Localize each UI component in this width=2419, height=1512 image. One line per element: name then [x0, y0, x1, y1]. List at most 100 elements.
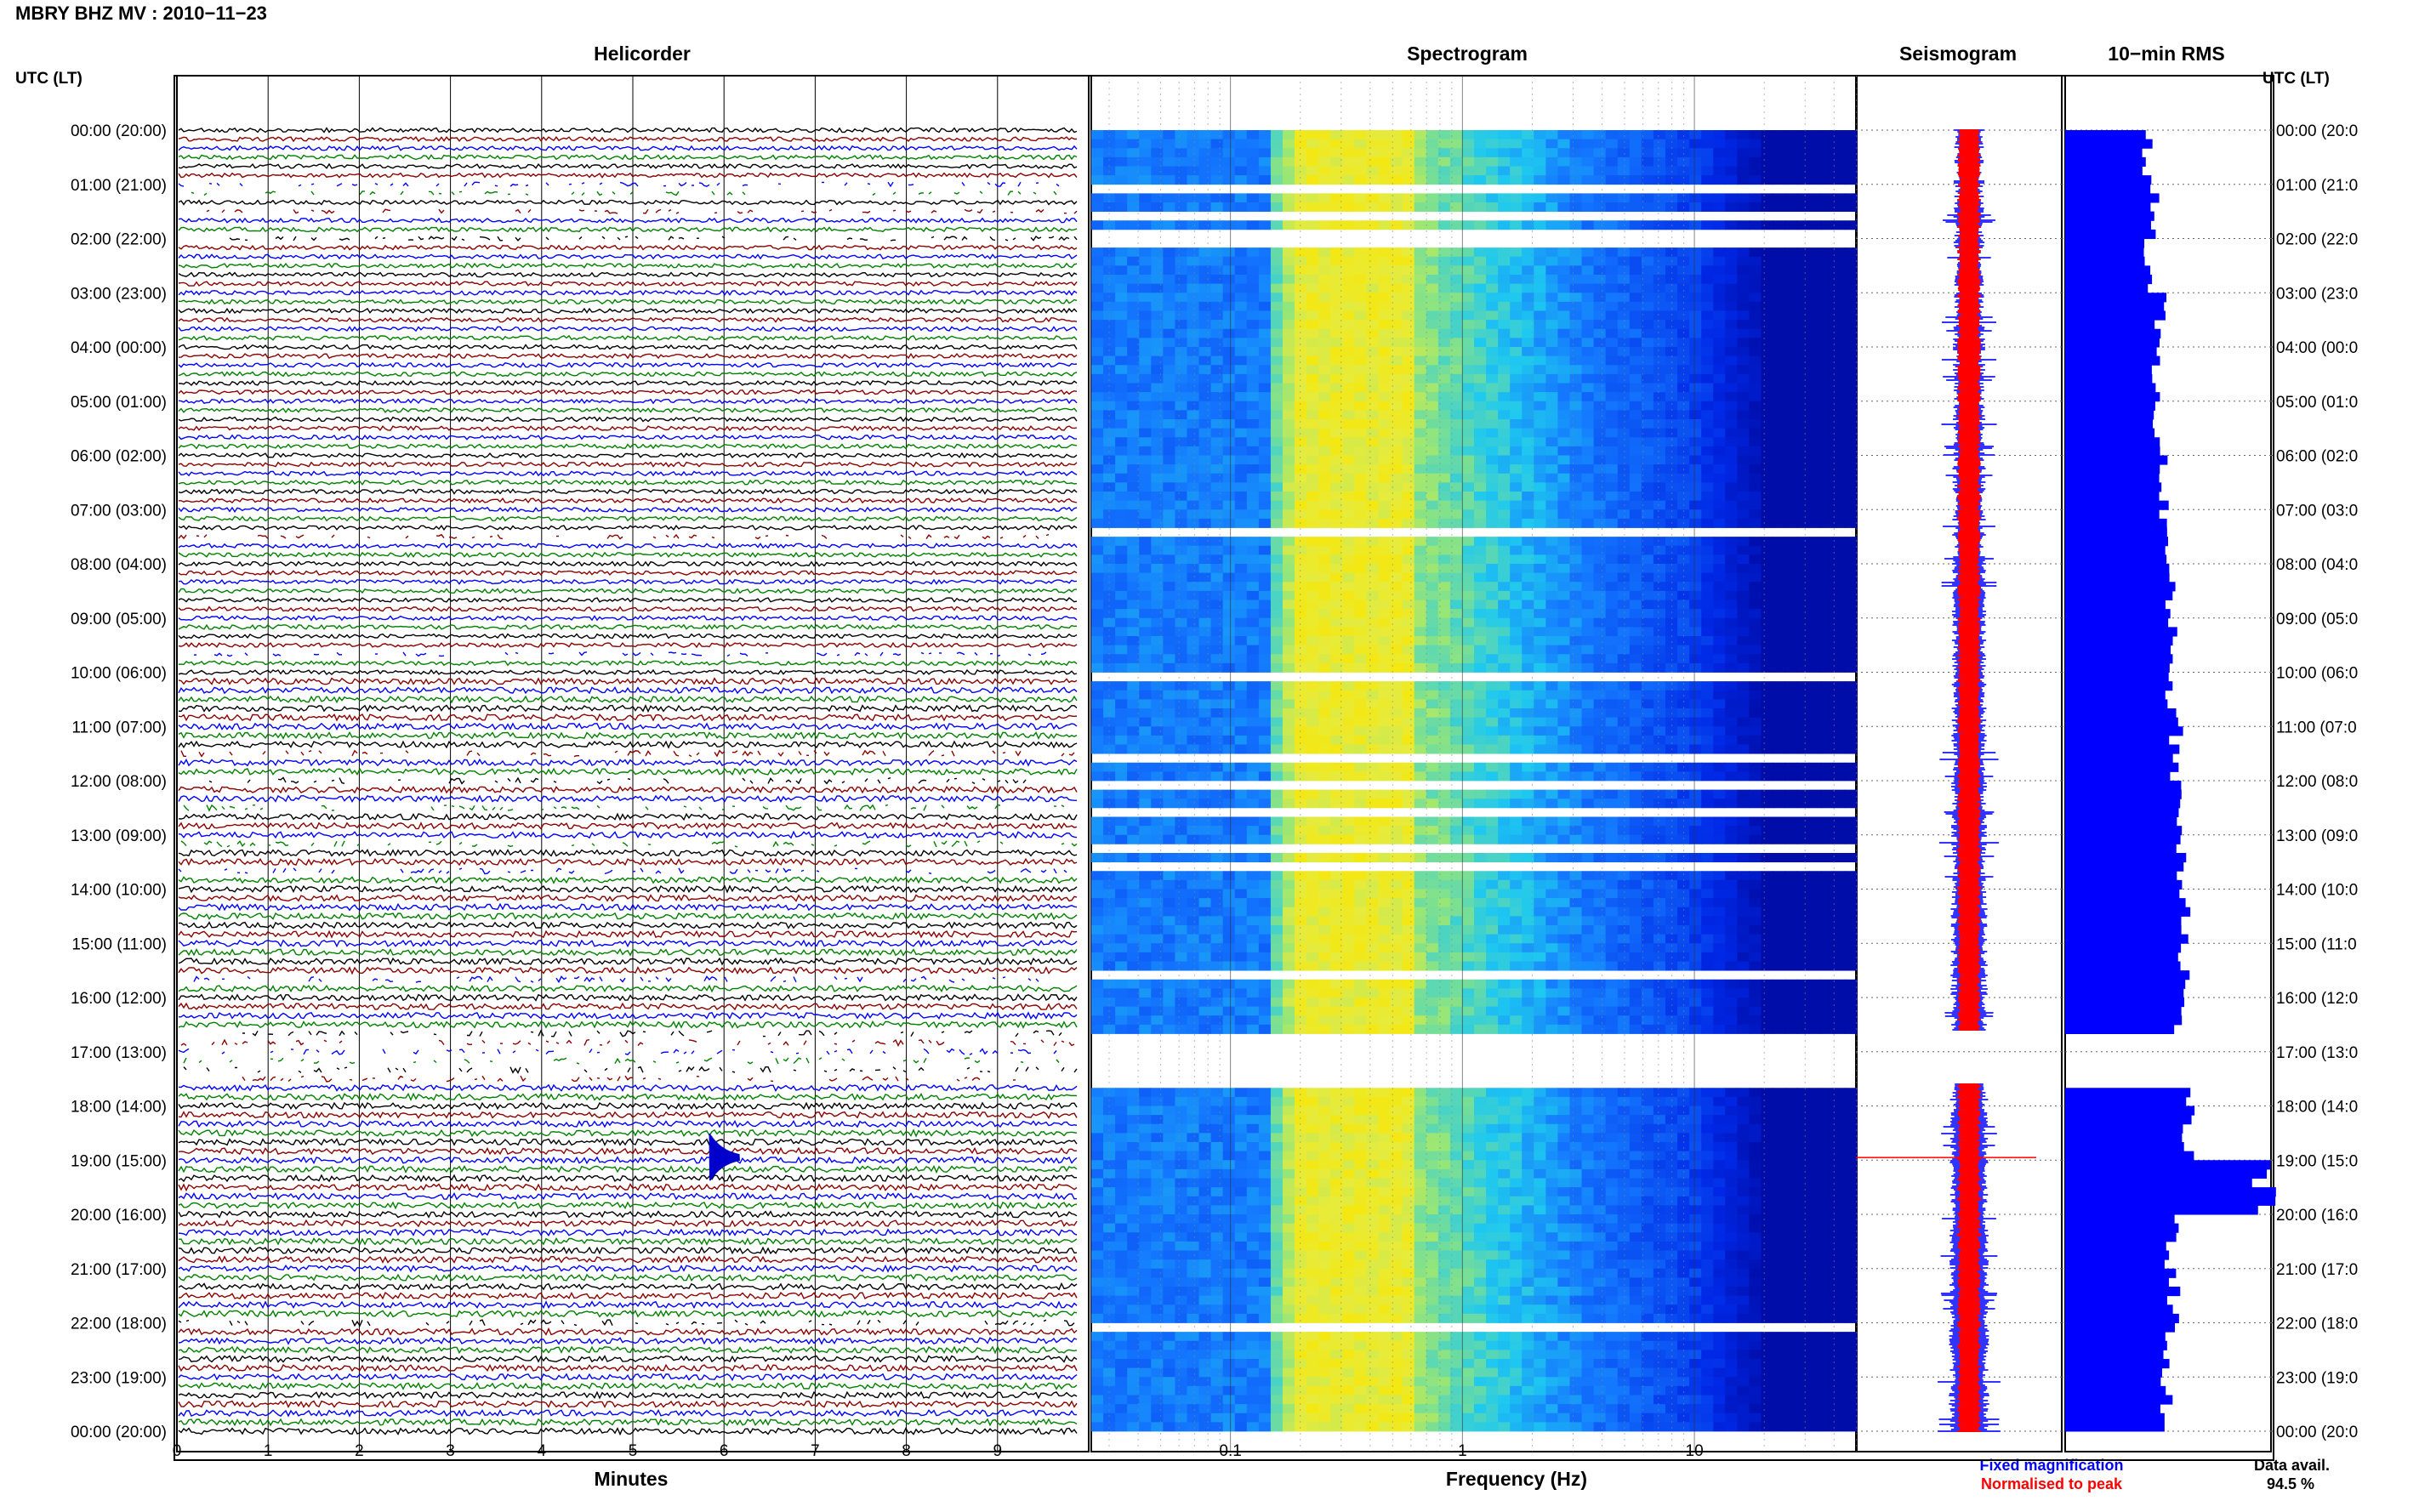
spectrogram-cell: [1283, 328, 1295, 338]
spectrogram-cell: [1246, 853, 1260, 863]
spectrogram-cell: [1677, 247, 1690, 258]
spectrogram-cell: [1091, 428, 1104, 438]
spectrogram-cell: [1474, 681, 1487, 691]
spectrogram-cell: [1665, 662, 1678, 673]
spectrogram-cell: [1390, 193, 1403, 203]
spectrogram-cell: [1689, 590, 1702, 600]
spectrogram-cell: [1414, 609, 1427, 619]
spectrogram-cell: [1665, 139, 1678, 149]
spectrogram-cell: [1175, 582, 1188, 592]
spectrogram-cell: [1796, 537, 1810, 547]
spectrogram-cell: [1689, 681, 1702, 691]
spectrogram-cell: [1665, 789, 1678, 799]
spectrogram-cell: [1187, 717, 1200, 727]
spectrogram-cell: [1569, 347, 1583, 357]
spectrogram-cell: [1258, 347, 1272, 357]
spectrogram-cell: [1115, 473, 1128, 483]
spectrogram-cell: [1378, 355, 1392, 366]
spectrogram-cell: [1510, 545, 1523, 555]
spectrogram-cell: [1318, 275, 1331, 285]
spectrogram-cell: [1510, 654, 1523, 664]
hour-label-right: 05:00 (01:0: [2276, 394, 2358, 412]
spectrogram-cell: [1306, 410, 1319, 420]
spectrogram-cell: [1378, 256, 1392, 266]
spectrogram-cell: [1474, 464, 1487, 475]
spectrogram-cell: [1498, 789, 1511, 799]
spectrogram-cell: [1701, 446, 1714, 456]
spectrogram-cell: [1283, 826, 1295, 836]
spectrogram-cell: [1246, 609, 1260, 619]
spectrogram-cell: [1605, 564, 1619, 574]
spectrogram-cell: [1713, 537, 1726, 547]
spectrogram-cell: [1510, 645, 1523, 655]
spectrogram-cell: [1234, 139, 1248, 149]
spectrogram-cell: [1295, 175, 1307, 185]
spectrogram-cell: [1246, 699, 1260, 709]
spectrogram-cell: [1796, 545, 1810, 555]
spectrogram-cell: [1330, 492, 1343, 502]
spectrogram-cell: [1749, 582, 1762, 592]
spectrogram-cell: [1306, 473, 1319, 483]
spectrogram-cell: [1522, 789, 1534, 799]
spectrogram-cell: [1749, 392, 1762, 402]
spectrogram-cell: [1641, 799, 1654, 809]
spectrogram-cell: [1474, 202, 1487, 213]
spectrogram-cell: [1330, 428, 1343, 438]
spectrogram-cell: [1390, 636, 1403, 646]
spectrogram-cell: [1426, 889, 1439, 899]
spectrogram-cell: [1641, 373, 1654, 384]
spectrogram-cell: [1270, 419, 1283, 429]
spectrogram-cell: [1605, 735, 1619, 745]
spectrogram-cell: [1557, 889, 1571, 899]
spectrogram-cell: [1486, 645, 1499, 655]
spectrogram-cell: [1820, 853, 1834, 863]
spectrogram-cell: [1414, 500, 1427, 510]
spectrogram-cell: [1832, 247, 1846, 258]
spectrogram-cell: [1163, 500, 1176, 510]
spectrogram-cell: [1749, 564, 1762, 574]
spectrogram-cell: [1437, 175, 1451, 185]
spectrogram-cell: [1713, 826, 1726, 836]
spectrogram-cell: [1665, 617, 1678, 628]
spectrogram-cell: [1210, 275, 1224, 285]
spectrogram-cell: [1844, 834, 1858, 844]
spectrogram-cell: [1306, 437, 1319, 447]
spectrogram-cell: [1761, 410, 1774, 420]
spectrogram-cell: [1653, 437, 1666, 447]
spectrogram-cell: [1617, 247, 1631, 258]
spectrogram-cell: [1749, 789, 1762, 799]
spectrogram-cell: [1127, 889, 1140, 899]
spectrogram-cell: [1498, 898, 1511, 908]
spectrogram-cell: [1151, 636, 1164, 646]
spectrogram-cell: [1210, 509, 1224, 520]
spectrogram-cell: [1486, 482, 1499, 492]
spectrogram-cell: [1461, 410, 1475, 420]
spectrogram-cell: [1498, 771, 1511, 782]
spectrogram-cell: [1306, 310, 1319, 321]
spectrogram-cell: [1486, 419, 1499, 429]
spectrogram-cell: [1545, 428, 1559, 438]
spectrogram-cell: [1258, 879, 1272, 890]
spectrogram-cell: [1498, 202, 1511, 213]
spectrogram-cell: [1569, 735, 1583, 745]
spectrogram-cell: [1295, 156, 1307, 167]
spectrogram-cell: [1545, 355, 1559, 366]
spectrogram-cell: [1151, 373, 1164, 384]
spectrogram-cell: [1127, 338, 1140, 348]
spectrogram-cell: [1366, 437, 1380, 447]
spectrogram-cell: [1246, 148, 1260, 158]
spectrogram-cell: [1402, 744, 1415, 754]
spectrogram-cell: [1318, 401, 1331, 411]
spectrogram-cell: [1761, 401, 1774, 411]
spectrogram-cell: [1784, 446, 1798, 456]
spectrogram-cell: [1569, 789, 1583, 799]
spectrogram-cell: [1713, 744, 1726, 754]
spectrogram-cell: [1258, 545, 1272, 555]
spectrogram-cell: [1198, 509, 1212, 520]
spectrogram-cell: [1295, 699, 1307, 709]
spectrogram-cell: [1677, 265, 1690, 276]
spectrogram-cell: [1725, 338, 1738, 348]
spectrogram-cell: [1737, 247, 1750, 258]
spectrogram-cell: [1258, 283, 1272, 293]
spectrogram-cell: [1366, 392, 1380, 402]
